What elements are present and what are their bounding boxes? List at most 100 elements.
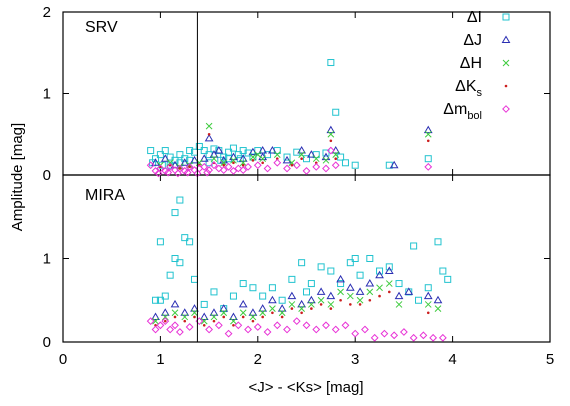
data-point-i bbox=[434, 238, 442, 246]
data-point-i bbox=[346, 259, 354, 267]
data-point-i bbox=[176, 196, 184, 204]
data-point-mbol bbox=[234, 164, 243, 173]
data-point-h bbox=[259, 309, 267, 317]
data-point-mbol bbox=[341, 321, 350, 330]
data-point-i bbox=[171, 255, 179, 262]
data-point-h bbox=[210, 313, 218, 321]
data-point-j bbox=[209, 150, 219, 158]
data-point-ks bbox=[368, 298, 372, 302]
data-point-mbol bbox=[502, 105, 510, 113]
data-point-i bbox=[415, 296, 423, 304]
data-point-i bbox=[356, 271, 364, 279]
data-point-ks bbox=[251, 319, 255, 323]
data-point-j bbox=[170, 160, 180, 169]
data-point-ks bbox=[193, 315, 196, 319]
legend-label-i: ΔI bbox=[467, 9, 482, 26]
y-tick-label: 0 bbox=[43, 167, 51, 184]
data-point-i bbox=[317, 263, 325, 271]
data-point-mbol bbox=[161, 317, 170, 326]
data-point-i bbox=[195, 142, 203, 150]
data-point-i bbox=[351, 161, 359, 169]
data-point-j bbox=[190, 155, 199, 164]
srv-data-points bbox=[146, 59, 433, 178]
data-point-mbol bbox=[166, 325, 175, 334]
data-point-mbol bbox=[244, 162, 252, 171]
legend-label-j: ΔJ bbox=[463, 32, 482, 49]
data-point-j bbox=[180, 308, 190, 316]
data-point-ks bbox=[290, 307, 294, 310]
data-point-mbol bbox=[154, 169, 163, 178]
data-point-h bbox=[220, 159, 228, 167]
data-point-h bbox=[176, 163, 184, 171]
data-point-ks bbox=[222, 163, 226, 167]
data-point-h bbox=[395, 301, 403, 308]
data-point-j bbox=[345, 283, 355, 291]
data-point-h bbox=[249, 313, 257, 321]
data-point-mbol bbox=[331, 161, 340, 170]
data-point-j bbox=[297, 146, 307, 154]
legend-label-h: ΔH bbox=[460, 55, 482, 72]
data-point-i bbox=[341, 159, 349, 167]
data-point-i bbox=[229, 292, 237, 300]
data-point-h bbox=[332, 151, 340, 158]
data-point-ks bbox=[314, 161, 318, 165]
data-point-ks bbox=[202, 324, 206, 327]
data-point-mbol bbox=[253, 323, 262, 331]
data-point-ks bbox=[426, 139, 430, 143]
data-point-j bbox=[199, 312, 209, 320]
data-point-i bbox=[161, 147, 169, 155]
data-point-mbol bbox=[146, 317, 155, 326]
x-axis-label: <J> - <Ks> [mag] bbox=[248, 379, 363, 396]
data-point-j bbox=[326, 125, 336, 134]
data-point-mbol bbox=[302, 167, 311, 175]
data-point-j bbox=[404, 287, 414, 295]
data-point-i bbox=[268, 284, 276, 292]
data-point-j bbox=[306, 150, 316, 158]
data-point-mbol bbox=[224, 162, 233, 171]
data-point-mbol bbox=[219, 166, 228, 175]
data-point-i bbox=[337, 280, 345, 288]
data-point-i bbox=[439, 267, 447, 275]
data-point-j bbox=[209, 308, 219, 316]
data-point-i bbox=[225, 148, 233, 156]
data-point-j bbox=[306, 295, 316, 304]
data-point-ks bbox=[426, 311, 430, 315]
data-point-j bbox=[423, 291, 433, 300]
data-point-mbol bbox=[312, 162, 321, 171]
data-point-h bbox=[181, 313, 189, 321]
data-point-h bbox=[317, 296, 325, 304]
data-point-ks bbox=[387, 290, 391, 294]
data-point-i bbox=[161, 292, 169, 300]
y-axis-label: Amplitude [mag] bbox=[9, 123, 26, 231]
data-point-i bbox=[502, 13, 510, 21]
data-point-mbol bbox=[409, 333, 418, 342]
data-point-ks bbox=[251, 159, 255, 162]
data-point-h bbox=[298, 151, 305, 158]
data-point-h bbox=[220, 309, 228, 317]
data-point-j bbox=[394, 291, 404, 300]
data-point-i bbox=[376, 267, 384, 275]
x-tick-label: 4 bbox=[448, 351, 456, 368]
data-point-h bbox=[259, 155, 267, 163]
data-point-h bbox=[239, 159, 247, 167]
data-point-j bbox=[151, 312, 160, 320]
data-point-mbol bbox=[185, 162, 194, 171]
data-point-mbol bbox=[210, 161, 218, 170]
data-point-i bbox=[322, 149, 330, 157]
y-tick-label: 1 bbox=[43, 86, 51, 103]
y-tick-label: 2 bbox=[43, 4, 51, 21]
data-point-j bbox=[204, 133, 214, 142]
data-point-ks bbox=[300, 157, 303, 160]
data-point-h bbox=[239, 309, 247, 317]
data-point-h bbox=[230, 317, 237, 325]
data-point-mbol bbox=[253, 161, 262, 170]
data-point-i bbox=[166, 271, 174, 279]
data-point-mbol bbox=[164, 168, 173, 177]
data-point-ks bbox=[261, 161, 264, 165]
data-point-mbol bbox=[361, 325, 369, 334]
data-point-mbol bbox=[399, 328, 408, 336]
data-point-j bbox=[433, 295, 443, 304]
data-point-mbol bbox=[273, 158, 282, 167]
data-point-j bbox=[321, 152, 331, 161]
data-point-h bbox=[376, 284, 383, 292]
